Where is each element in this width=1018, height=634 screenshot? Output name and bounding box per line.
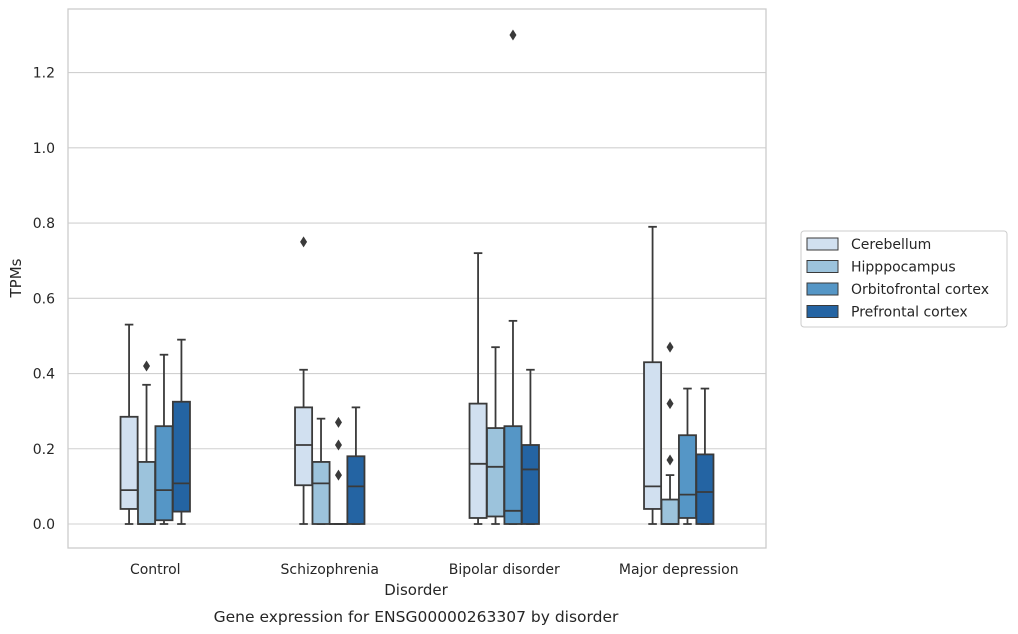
x-axis-label: Disorder [384, 581, 448, 599]
outlier-point [300, 236, 308, 248]
legend-swatch [806, 305, 839, 318]
box-cerebellum [119, 323, 139, 525]
box-iqr [660, 498, 680, 525]
box-prefrontal-cortex [171, 338, 191, 525]
legend-swatch [806, 260, 839, 273]
box-orbitofrontal-cortex [154, 353, 174, 525]
box-iqr [520, 444, 540, 525]
x-tick-label: Major depression [619, 562, 739, 578]
outlier-point [666, 398, 674, 410]
box-hipppocampus [660, 341, 680, 525]
box-iqr [171, 400, 191, 513]
y-tick-label: 1.2 [33, 66, 55, 82]
y-tick-label: 0.0 [33, 517, 55, 533]
box-iqr [294, 406, 314, 487]
y-tick-label: 0.8 [33, 216, 55, 232]
box-cerebellum [294, 236, 314, 525]
box-hipppocampus [486, 346, 505, 525]
y-tick-label: 1.0 [33, 141, 55, 157]
outlier-point [334, 416, 342, 428]
y-tick-label: 0.2 [33, 442, 55, 458]
legend-frame [800, 230, 1008, 328]
y-tick-label: 0.4 [33, 367, 55, 383]
box-series [119, 29, 715, 525]
box-hipppocampus [137, 360, 156, 525]
y-axis-tick-labels: 0.0 0.2 0.4 0.6 0.8 1.0 1.2 [33, 66, 55, 533]
legend: Cerebellum Hipppocampus Orbitofrontal cort… [800, 230, 1008, 328]
box-hipppocampus [311, 417, 331, 525]
x-tick-label: Control [130, 562, 181, 578]
box-iqr [468, 402, 488, 519]
box-iqr [137, 461, 156, 525]
box-cerebellum [643, 225, 663, 525]
outlier-point [143, 360, 151, 372]
y-tick-label: 0.6 [33, 291, 55, 307]
box-iqr [678, 434, 697, 519]
box-cerebellum [468, 252, 488, 525]
legend-label: Hipppocampus [851, 260, 956, 276]
box-iqr [486, 427, 505, 518]
box-iqr [119, 415, 139, 510]
box-iqr [154, 425, 174, 522]
box-prefrontal-cortex [346, 406, 366, 525]
outlier-point [666, 341, 674, 353]
legend-swatch [806, 282, 839, 296]
box-iqr [311, 461, 331, 525]
box-iqr [643, 361, 663, 510]
outlier-point [334, 439, 342, 451]
legend-label: Cerebellum [851, 237, 931, 253]
chart-caption: Gene expression for ENSG00000263307 by d… [214, 608, 619, 626]
outlier-point [509, 29, 517, 41]
legend-label: Orbitofrontal cortex [851, 282, 989, 298]
outlier-point [666, 454, 674, 466]
box-orbitofrontal-cortex [503, 29, 523, 525]
box-prefrontal-cortex [695, 387, 715, 525]
x-axis-tick-labels: Control Schizophrenia Bipolar disorder Majo… [130, 562, 739, 578]
x-tick-label: Schizophrenia [281, 562, 379, 578]
y-axis-label: TPMs [7, 258, 25, 298]
box-iqr [695, 453, 715, 525]
box-orbitofrontal-cortex [678, 387, 697, 525]
box-iqr [346, 455, 366, 525]
box-prefrontal-cortex [520, 368, 540, 525]
box-orbitofrontal-cortex [329, 416, 348, 525]
legend-swatch [806, 237, 839, 251]
box-iqr [503, 425, 523, 525]
legend-label: Prefrontal cortex [851, 305, 968, 321]
x-tick-label: Bipolar disorder [449, 562, 560, 578]
plot-area-frame [67, 8, 767, 549]
outlier-point [334, 469, 342, 481]
